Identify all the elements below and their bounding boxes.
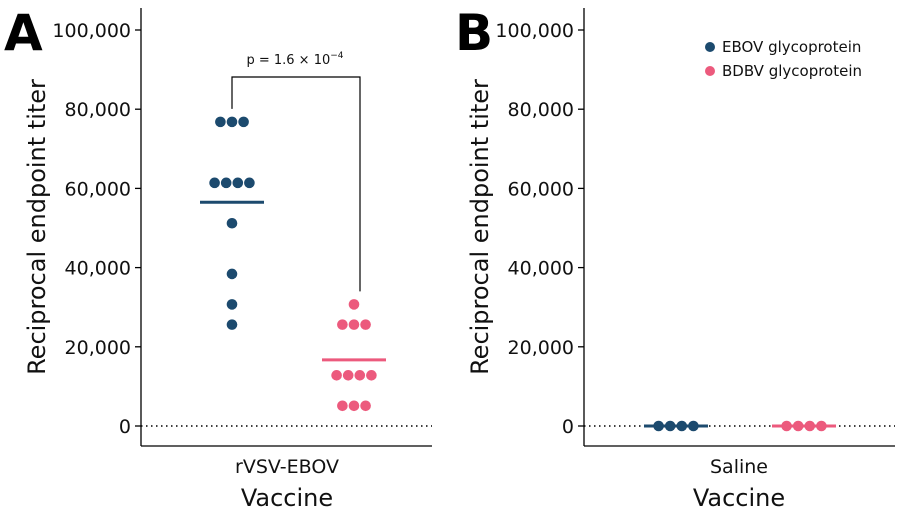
panel-letter-a: A xyxy=(4,4,43,62)
data-point-bdbv xyxy=(781,420,792,432)
y-tick-label: 0 xyxy=(562,416,574,438)
y-tick-label: 40,000 xyxy=(65,258,131,280)
data-point-bdbv xyxy=(360,319,371,330)
data-point-ebov xyxy=(226,217,238,229)
data-point-bdbv xyxy=(816,420,827,432)
legend: EBOV glycoprotein BDBV glycoprotein xyxy=(705,38,862,80)
data-point-bdbv xyxy=(331,370,342,381)
y-tick-label: 40,000 xyxy=(508,258,574,280)
data-point-bdbv xyxy=(804,420,816,432)
y-tick-label: 60,000 xyxy=(65,178,131,200)
legend-marker-bdbv xyxy=(705,66,715,76)
panel-a-x-axis-title: Vaccine xyxy=(241,484,333,512)
legend-label-bdbv: BDBV glycoprotein xyxy=(722,62,862,80)
data-point-bdbv xyxy=(360,400,371,412)
y-tick-label: 100,000 xyxy=(52,20,131,42)
panel-a-y-axis-title: Reciprocal endpoint titer xyxy=(23,79,51,375)
p-value-label: p = 1.6 × 10−4 xyxy=(246,51,343,68)
data-point-bdbv xyxy=(342,370,354,381)
y-tick-label: 80,000 xyxy=(65,99,131,121)
p-value-base: p = 1.6 × 10 xyxy=(246,53,330,68)
data-point-ebov xyxy=(220,177,232,189)
y-tick-label: 100,000 xyxy=(495,20,574,42)
p-value-exponent: −4 xyxy=(330,51,344,61)
panel-letter-b: B xyxy=(455,4,493,62)
y-tick-label: 60,000 xyxy=(508,178,574,200)
data-point-bdbv xyxy=(354,370,366,381)
y-tick-label: 20,000 xyxy=(508,337,574,359)
data-point-ebov xyxy=(209,177,220,189)
data-point-ebov xyxy=(244,177,255,189)
data-point-ebov xyxy=(238,116,249,128)
data-point-ebov xyxy=(215,116,226,128)
data-point-bdbv xyxy=(348,319,360,330)
data-point-bdbv xyxy=(348,299,360,310)
bracket-line xyxy=(231,76,361,292)
data-point-ebov xyxy=(226,319,238,330)
data-point-bdbv xyxy=(792,420,804,432)
panel-b-y-ticks: 0 20,000 40,000 60,000 80,000 100,000 xyxy=(495,20,584,438)
y-tick-label: 0 xyxy=(119,416,131,438)
data-point-ebov xyxy=(232,177,244,189)
p-value-bracket: p = 1.6 × 10−4 xyxy=(231,51,361,292)
data-point-ebov xyxy=(226,116,238,128)
data-point-ebov xyxy=(688,420,699,432)
data-point-ebov xyxy=(664,420,676,432)
panel-b-x-axis-title: Vaccine xyxy=(693,484,785,512)
data-point-ebov xyxy=(226,268,238,280)
panel-b-y-axis-title: Reciprocal endpoint titer xyxy=(466,79,494,375)
panel-b-points xyxy=(644,420,836,432)
data-point-bdbv xyxy=(348,400,360,412)
data-point-bdbv xyxy=(337,319,348,330)
data-point-bdbv xyxy=(366,370,377,381)
legend-marker-ebov xyxy=(705,42,715,52)
data-point-bdbv xyxy=(337,400,348,412)
data-point-ebov xyxy=(226,299,238,310)
data-point-ebov xyxy=(676,420,688,432)
panel-a: A 0 20,000 40,000 60,000 80,000 100,000 rVSV-… xyxy=(4,4,432,512)
legend-label-ebov: EBOV glycoprotein xyxy=(722,38,861,56)
panel-a-y-ticks: 0 20,000 40,000 60,000 80,000 100,000 xyxy=(52,20,141,438)
y-tick-label: 80,000 xyxy=(508,99,574,121)
panel-a-x-category-label: rVSV-EBOV xyxy=(235,456,339,478)
panel-b-x-category-label: Saline xyxy=(710,456,768,478)
data-point-ebov xyxy=(653,420,664,432)
panel-a-points xyxy=(200,116,386,412)
y-tick-label: 20,000 xyxy=(65,337,131,359)
panel-b: B 0 20,000 40,000 60,000 80,000 100,000 Salin… xyxy=(455,4,895,512)
